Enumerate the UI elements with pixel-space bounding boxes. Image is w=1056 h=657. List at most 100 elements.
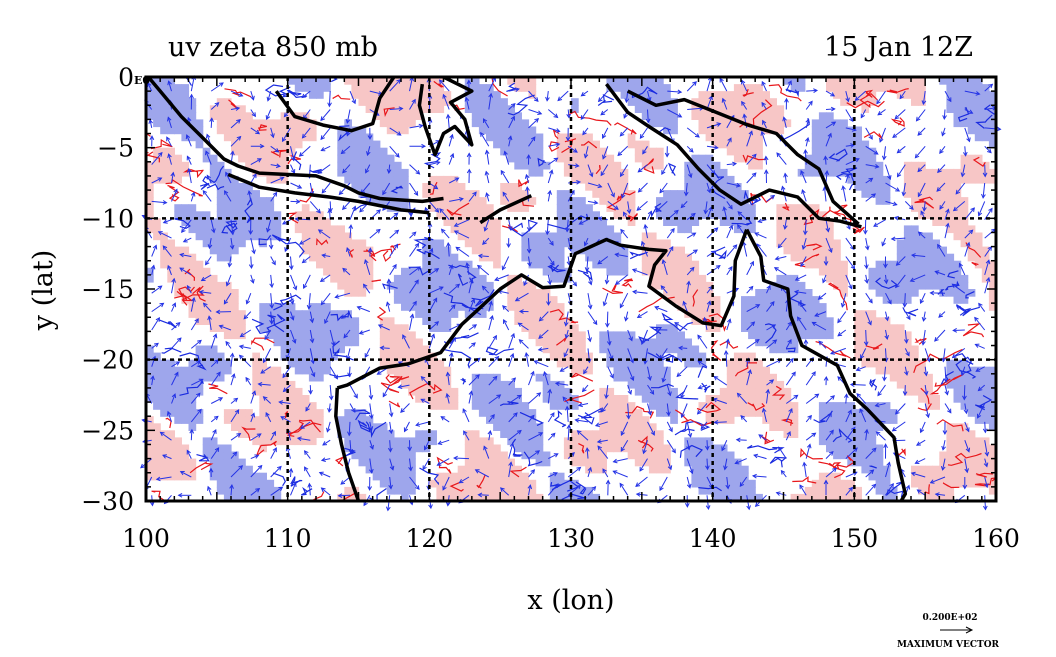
vorticity-cell: [968, 176, 976, 184]
vorticity-cell: [394, 112, 402, 120]
vorticity-cell: [550, 240, 558, 248]
vorticity-cell: [309, 84, 317, 92]
vorticity-cell: [748, 98, 756, 106]
vorticity-cell: [975, 395, 983, 403]
wind-vector: [321, 110, 330, 121]
vorticity-cell: [252, 204, 260, 212]
vorticity-cell: [918, 480, 926, 488]
vorticity-cell: [649, 402, 657, 410]
vorticity-cell: [720, 127, 728, 135]
vorticity-cell: [656, 409, 664, 417]
wind-vector: [318, 165, 330, 174]
vorticity-cell: [210, 275, 218, 283]
vorticity-cell: [174, 162, 182, 170]
vorticity-cell: [316, 339, 324, 347]
vorticity-cell: [869, 452, 877, 460]
vorticity-cell: [387, 183, 395, 191]
vorticity-cell: [514, 134, 522, 142]
vorticity-cell: [217, 119, 225, 127]
vorticity-cell: [394, 437, 402, 445]
vorticity-cell: [883, 84, 891, 92]
vorticity-cell: [238, 233, 246, 241]
vorticity-cell: [500, 388, 508, 396]
vorticity-cell: [231, 310, 239, 318]
vorticity-cell: [918, 254, 926, 262]
vorticity-cell: [366, 437, 374, 445]
vorticity-cell: [451, 473, 459, 481]
vorticity-cell: [316, 317, 324, 325]
positive-contour: [603, 284, 623, 293]
vorticity-cell: [798, 310, 806, 318]
vorticity-cell: [791, 282, 799, 290]
vorticity-cell: [734, 381, 742, 389]
vorticity-cell: [444, 317, 452, 325]
vorticity-cell: [691, 261, 699, 269]
vorticity-cell: [755, 317, 763, 325]
positive-contour: [963, 324, 983, 337]
vorticity-cell: [380, 452, 388, 460]
vorticity-cell: [394, 176, 402, 184]
vorticity-cell: [373, 148, 381, 156]
vorticity-cell: [649, 466, 657, 474]
vorticity-cell: [401, 282, 409, 290]
vorticity-cell: [479, 409, 487, 417]
vorticity-cell: [975, 233, 983, 241]
vorticity-cell: [451, 275, 459, 283]
vorticity-cell: [153, 105, 161, 113]
vorticity-cell: [911, 225, 919, 233]
vorticity-cell: [472, 430, 480, 438]
vorticity-cell: [302, 367, 310, 375]
vorticity-cell: [196, 310, 204, 318]
vorticity-cell: [946, 445, 954, 453]
vorticity-cell: [302, 331, 310, 339]
vorticity-cell: [876, 331, 884, 339]
positive-contour: [916, 339, 927, 345]
vorticity-cell: [776, 331, 784, 339]
vorticity-cell: [217, 473, 225, 481]
vorticity-cell: [458, 190, 466, 198]
vorticity-cell: [614, 430, 622, 438]
vorticity-cell: [798, 233, 806, 241]
vorticity-cell: [968, 437, 976, 445]
vorticity-cell: [755, 296, 763, 304]
vorticity-cell: [925, 176, 933, 184]
vorticity-cell: [727, 91, 735, 99]
vorticity-cell: [394, 98, 402, 106]
vorticity-cell: [939, 190, 947, 198]
positive-contour: [623, 279, 633, 288]
vorticity-cell: [295, 331, 303, 339]
vorticity-cell: [699, 310, 707, 318]
negative-contour: [294, 152, 301, 171]
vorticity-cell: [585, 254, 593, 262]
vorticity-cell: [614, 162, 622, 170]
vorticity-cell: [174, 416, 182, 424]
vorticity-cell: [954, 105, 962, 113]
vorticity-cell: [670, 261, 678, 269]
vorticity-cell: [691, 275, 699, 283]
vorticity-cell: [472, 402, 480, 410]
vorticity-cell: [500, 459, 508, 467]
vorticity-cell: [833, 268, 841, 276]
vorticity-cell: [635, 381, 643, 389]
vorticity-cell: [153, 176, 161, 184]
vorticity-cell: [160, 473, 168, 481]
vorticity-cell: [529, 296, 537, 304]
vorticity-cell: [394, 445, 402, 453]
vorticity-cell: [861, 423, 869, 431]
wind-vector: [240, 355, 251, 366]
negative-contour: [578, 270, 592, 279]
vorticity-cell: [663, 112, 671, 120]
vorticity-cell: [337, 162, 345, 170]
vorticity-cell: [557, 388, 565, 396]
vorticity-cell: [621, 395, 629, 403]
vorticity-cell: [366, 105, 374, 113]
vorticity-cell: [500, 395, 508, 403]
vorticity-cell: [918, 466, 926, 474]
vorticity-cell: [614, 261, 622, 269]
vorticity-cell: [635, 452, 643, 460]
vorticity-cell: [727, 388, 735, 396]
vorticity-cell: [791, 204, 799, 212]
vorticity-cell: [295, 127, 303, 135]
vorticity-cell: [642, 105, 650, 113]
vorticity-cell: [337, 254, 345, 262]
